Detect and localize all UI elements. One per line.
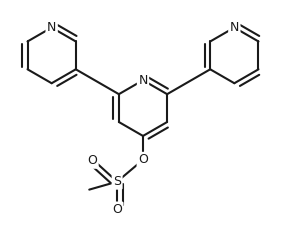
Text: N: N bbox=[138, 74, 148, 87]
Text: O: O bbox=[87, 154, 97, 167]
Text: S: S bbox=[113, 175, 121, 188]
Text: N: N bbox=[47, 21, 56, 34]
Text: O: O bbox=[112, 203, 122, 216]
Text: O: O bbox=[138, 153, 148, 166]
Text: N: N bbox=[230, 21, 239, 34]
